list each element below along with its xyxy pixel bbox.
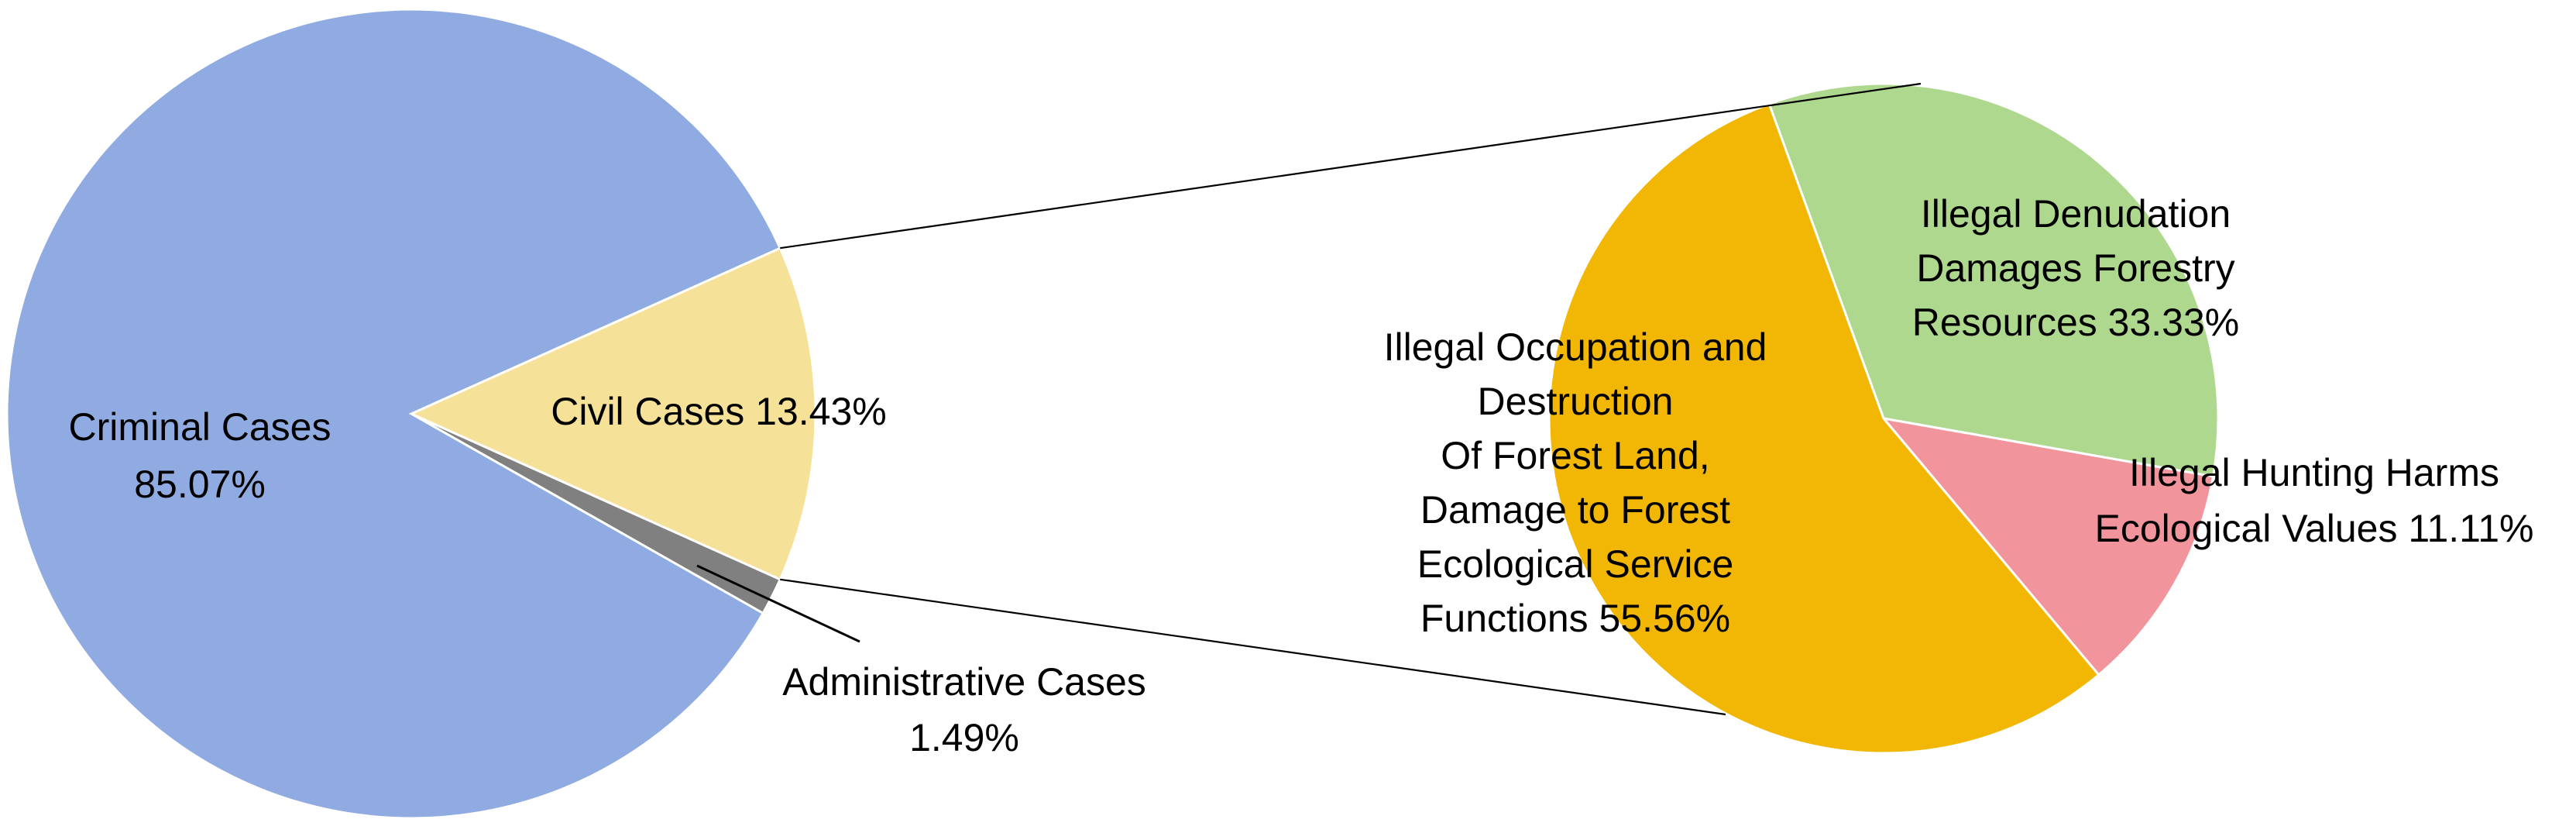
denudation-label-line-3: Resources 33.33% [1912, 301, 2239, 344]
administrative-cases-label: Administrative Cases 1.49% [782, 660, 1146, 759]
hunting-label: Illegal Hunting Harms Ecological Values 1… [2094, 451, 2533, 550]
civil-cases-label: Civil Cases 13.43% [551, 390, 887, 433]
criminal-cases-label: Criminal Cases 85.07% [69, 405, 331, 506]
denudation-label-line-2: Damages Forestry [1916, 246, 2234, 290]
sub-pie-slice-3 [1547, 102, 2100, 755]
denudation-label: Illegal Denudation Damages Forestry Resour… [1912, 192, 2239, 344]
occupation-label-line-5: Ecological Service [1417, 542, 1734, 586]
occupation-label-line-2: Destruction [1478, 380, 1674, 423]
sub-pie-slice-2 [1880, 416, 2215, 676]
sub-pie-slice-1 [1767, 82, 2220, 478]
denudation-label-line-1: Illegal Denudation [1921, 192, 2231, 236]
occupation-label: Illegal Occupation and Destruction Of Fore… [1384, 325, 1767, 640]
hunting-label-line-2: Ecological Values 11.11% [2094, 507, 2533, 550]
civil-cases-label-line-1: Civil Cases 13.43% [551, 390, 887, 433]
occupation-label-line-6: Functions 55.56% [1420, 597, 1730, 640]
main-pie-slice-3 [5, 8, 782, 820]
administrative-leader-line [696, 564, 860, 643]
administrative-cases-label-line-1: Administrative Cases [782, 660, 1146, 704]
main-pie-slice-1 [408, 246, 817, 581]
hunting-label-line-1: Illegal Hunting Harms [2129, 451, 2499, 494]
connector-line-bottom [780, 578, 1726, 716]
connector-line-top [780, 82, 1922, 250]
criminal-cases-label-line-1: Criminal Cases [69, 405, 331, 449]
occupation-label-line-3: Of Forest Land, [1441, 434, 1709, 477]
occupation-label-line-4: Damage to Forest [1420, 488, 1730, 532]
occupation-label-line-1: Illegal Occupation and [1384, 325, 1767, 369]
administrative-cases-label-line-2: 1.49% [909, 716, 1019, 759]
criminal-cases-label-line-2: 85.07% [134, 463, 266, 506]
